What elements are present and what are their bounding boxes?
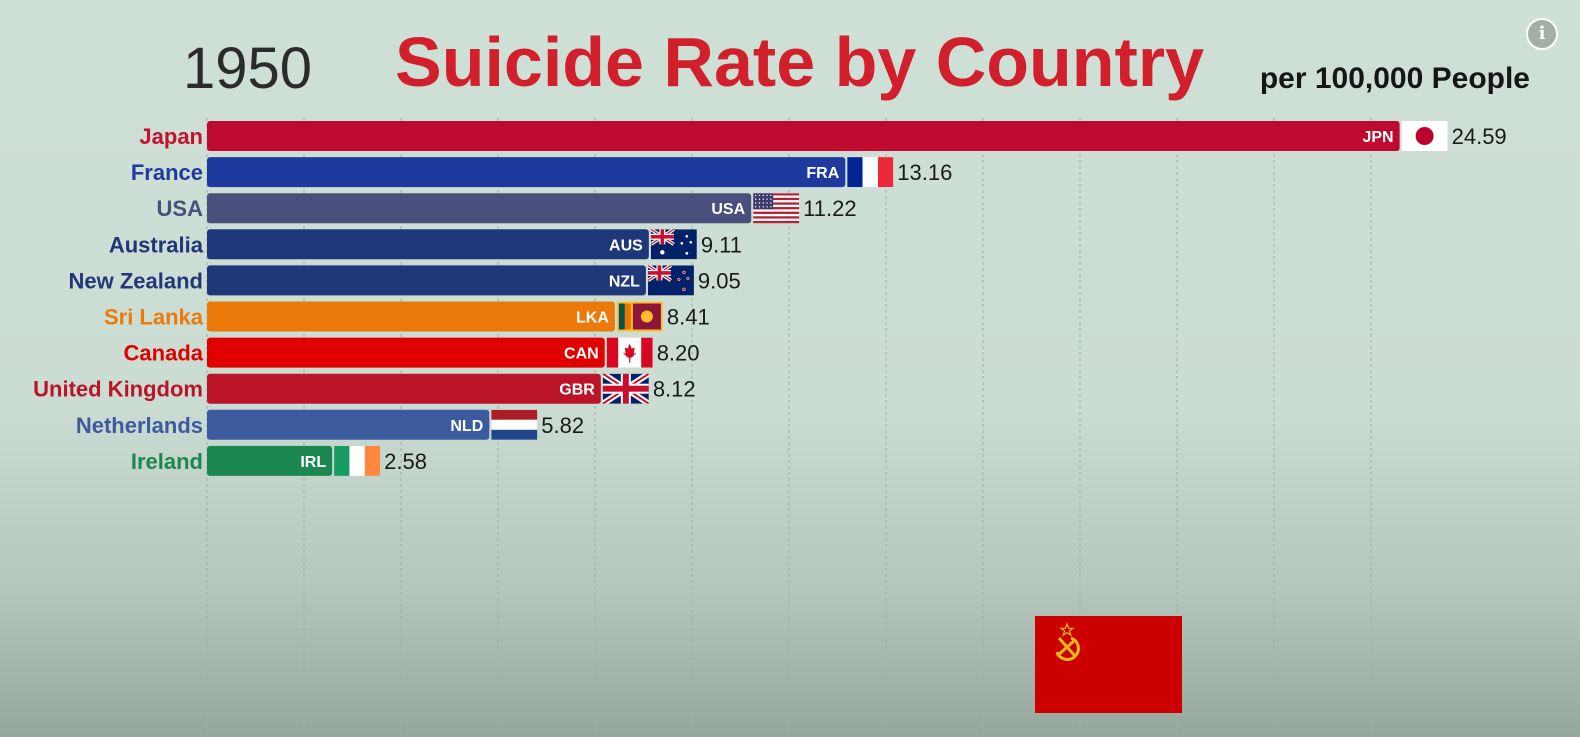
code-label-canada: CAN xyxy=(564,346,599,363)
bar-usa xyxy=(207,193,752,224)
japan-flag xyxy=(1401,121,1448,151)
bar-france xyxy=(207,157,846,188)
code-label-sri-lanka: LKA xyxy=(576,310,609,327)
chart-title: Suicide Rate by Country xyxy=(395,23,1205,101)
australia-flag xyxy=(650,229,697,260)
code-label-usa: USA xyxy=(711,201,745,218)
category-label-australia: Australia xyxy=(109,232,204,257)
category-label-canada: Canada xyxy=(124,341,204,366)
bar-ireland xyxy=(207,445,333,476)
code-label-australia: AUS xyxy=(609,237,643,254)
uk-flag xyxy=(602,373,649,404)
code-label-new-zealand: NZL xyxy=(609,273,640,290)
chart-subtitle: per 100,000 People xyxy=(1259,62,1530,95)
value-label-netherlands: 5.82 xyxy=(541,413,584,438)
category-label-japan: Japan xyxy=(139,124,203,149)
bar-united-kingdom xyxy=(207,373,601,404)
ireland-flag xyxy=(334,445,381,476)
value-label-france: 13.16 xyxy=(897,160,952,185)
bars: Japan JPN 24.59 France FRA 13.16 USA USA 11.22 Au… xyxy=(33,121,1507,476)
category-label-united-kingdom: United Kingdom xyxy=(33,377,203,402)
sri-lanka-flag xyxy=(616,301,663,332)
code-label-japan: JPN xyxy=(1362,129,1393,146)
usa-flag xyxy=(753,193,800,224)
category-label-france: France xyxy=(131,160,203,185)
value-label-sri-lanka: 8.41 xyxy=(667,305,710,330)
ussr-flag xyxy=(1035,616,1182,713)
bar-netherlands xyxy=(207,409,490,440)
info-icon[interactable]: i xyxy=(1526,18,1558,50)
value-label-new-zealand: 9.05 xyxy=(698,268,741,293)
category-label-ireland: Ireland xyxy=(131,449,203,474)
category-label-sri-lanka: Sri Lanka xyxy=(104,305,204,330)
value-label-canada: 8.20 xyxy=(657,341,700,366)
category-label-netherlands: Netherlands xyxy=(76,413,203,438)
bar-australia xyxy=(207,229,649,260)
value-label-usa: 11.22 xyxy=(803,196,856,221)
category-label-new-zealand: New Zealand xyxy=(69,268,203,293)
bar-sri-lanka xyxy=(207,301,615,332)
bar-canada xyxy=(207,337,605,368)
code-label-france: FRA xyxy=(806,165,839,182)
value-label-australia: 9.11 xyxy=(701,232,742,257)
year-label: 1950 xyxy=(183,36,313,101)
code-label-netherlands: NLD xyxy=(450,418,483,435)
value-label-ireland: 2.58 xyxy=(384,449,427,474)
code-label-united-kingdom: GBR xyxy=(559,382,595,399)
bar-japan xyxy=(207,121,1400,151)
value-label-japan: 24.59 xyxy=(1452,124,1507,149)
new-zealand-flag xyxy=(647,265,694,296)
bar-new-zealand xyxy=(207,265,646,296)
value-label-united-kingdom: 8.12 xyxy=(653,377,696,402)
category-label-usa: USA xyxy=(157,196,204,221)
netherlands-flag xyxy=(491,409,538,440)
france-flag xyxy=(847,157,894,188)
code-label-ireland: IRL xyxy=(300,454,326,471)
canada-flag xyxy=(606,337,653,368)
